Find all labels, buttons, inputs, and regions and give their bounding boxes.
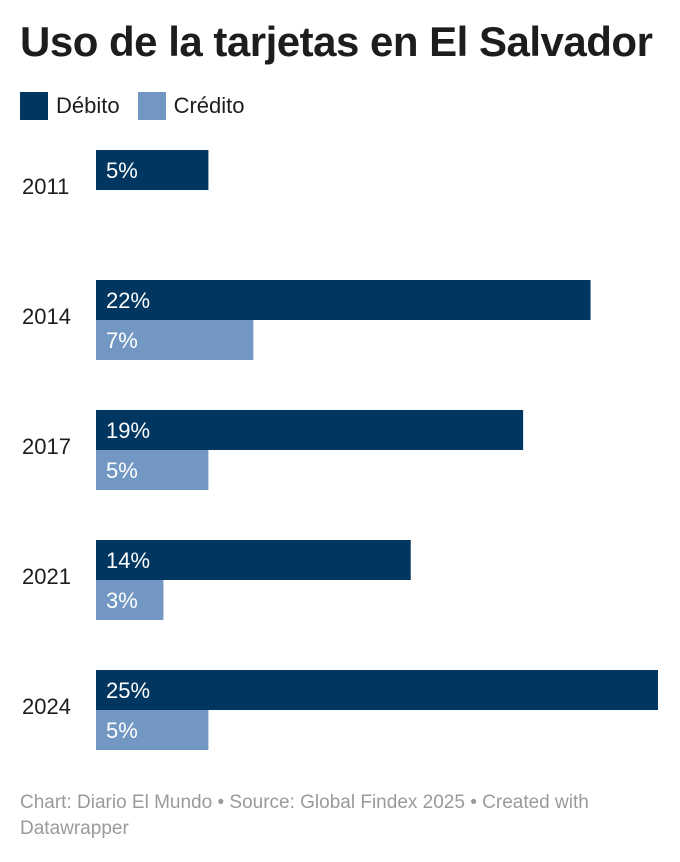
category-label-2017: 2017 <box>22 434 71 459</box>
legend-swatch-debit <box>20 92 48 120</box>
category-label-2011: 2011 <box>22 174 69 199</box>
bar-label-credit-2017: 5% <box>106 458 138 483</box>
bar-label-debit-2021: 14% <box>106 548 150 573</box>
bar-debit-2021 <box>96 540 411 580</box>
bar-credit-2024 <box>96 710 209 750</box>
legend-label-debit: Débito <box>56 93 120 118</box>
bar-label-debit-2017: 19% <box>106 418 150 443</box>
bar-label-credit-2024: 5% <box>106 718 138 743</box>
bar-debit-2011 <box>96 150 209 190</box>
legend: Débito Crédito <box>20 92 255 120</box>
bar-label-credit-2014: 7% <box>106 328 138 353</box>
bar-label-debit-2024: 25% <box>106 678 150 703</box>
bar-debit-2017 <box>96 410 524 450</box>
legend-label-credit: Crédito <box>173 93 245 118</box>
category-label-2014: 2014 <box>22 304 71 329</box>
bar-debit-2024 <box>96 670 658 710</box>
legend-item-debit: Débito <box>20 92 120 120</box>
category-label-2024: 2024 <box>22 694 71 719</box>
bar-credit-2021 <box>96 580 164 620</box>
bar-debit-2014 <box>96 280 591 320</box>
bar-credit-2017 <box>96 450 209 490</box>
chart-footer: Chart: Diario El Mundo • Source: Global … <box>20 792 589 839</box>
legend-item-credit: Crédito <box>137 92 245 120</box>
category-label-2021: 2021 <box>22 564 71 589</box>
bar-label-debit-2014: 22% <box>106 288 150 313</box>
chart-title: Uso de la tarjetas en El Salvador <box>20 18 653 65</box>
bar-chart: 2011 5% 2014 22% 7% 2017 19% 5% 2021 14% 3% 2024 25%… <box>22 150 658 750</box>
legend-swatch-credit <box>137 92 166 120</box>
bar-credit-2014 <box>96 320 254 360</box>
bar-label-debit-2011: 5% <box>106 158 138 183</box>
bar-label-credit-2021: 3% <box>106 588 138 613</box>
